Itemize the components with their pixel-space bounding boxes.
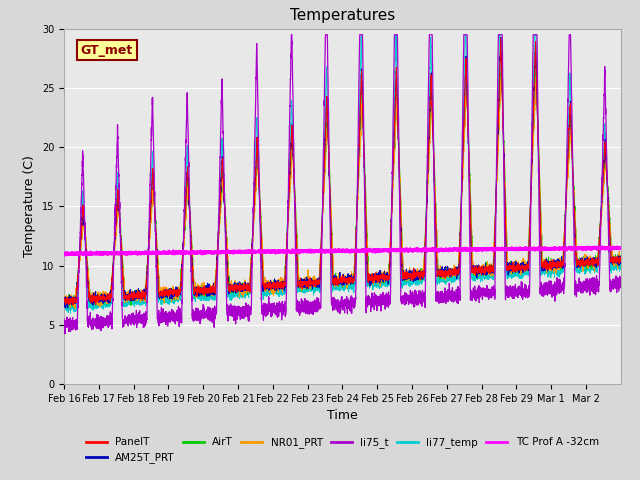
Y-axis label: Temperature (C): Temperature (C) — [23, 156, 36, 257]
Text: GT_met: GT_met — [81, 44, 133, 57]
Title: Temperatures: Temperatures — [290, 9, 395, 24]
X-axis label: Time: Time — [327, 409, 358, 422]
Legend: PanelT, AM25T_PRT, AirT, NR01_PRT, li75_t, li77_temp, TC Prof A -32cm: PanelT, AM25T_PRT, AirT, NR01_PRT, li75_… — [82, 433, 603, 468]
